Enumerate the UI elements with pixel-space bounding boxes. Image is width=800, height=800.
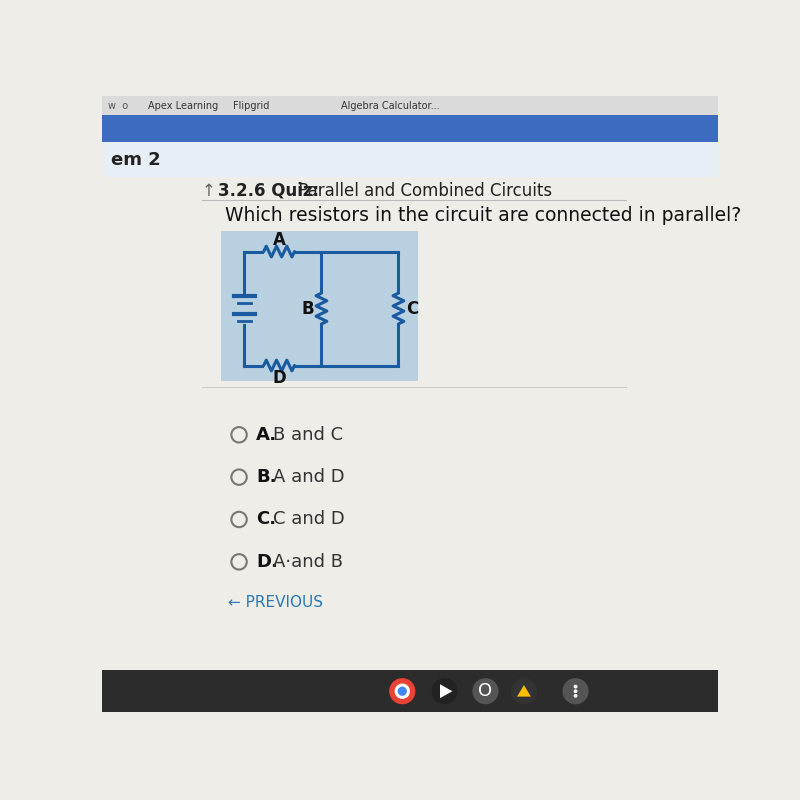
- FancyBboxPatch shape: [102, 670, 718, 712]
- Text: w  o: w o: [108, 101, 128, 111]
- Circle shape: [562, 678, 589, 704]
- Text: A: A: [273, 231, 286, 249]
- Circle shape: [511, 678, 537, 704]
- FancyBboxPatch shape: [102, 96, 718, 115]
- Circle shape: [472, 678, 498, 704]
- Text: Algebra Calculator...: Algebra Calculator...: [341, 101, 439, 111]
- Text: B: B: [302, 299, 314, 318]
- Text: Apex Learning: Apex Learning: [148, 101, 218, 111]
- Circle shape: [431, 678, 458, 704]
- Text: C: C: [406, 299, 418, 318]
- Text: Parallel and Combined Circuits: Parallel and Combined Circuits: [293, 182, 552, 200]
- Text: 3.2.6 Quiz:: 3.2.6 Quiz:: [218, 182, 318, 200]
- Circle shape: [574, 685, 578, 689]
- Text: C and D: C and D: [273, 510, 345, 529]
- FancyBboxPatch shape: [222, 230, 418, 381]
- Text: C.: C.: [256, 510, 276, 529]
- Circle shape: [574, 690, 578, 693]
- Text: D: D: [272, 369, 286, 387]
- Circle shape: [574, 694, 578, 698]
- Polygon shape: [517, 685, 531, 697]
- Text: Flipgrid: Flipgrid: [233, 101, 270, 111]
- Text: em 2: em 2: [111, 151, 161, 169]
- Circle shape: [394, 683, 410, 699]
- Circle shape: [398, 686, 407, 696]
- Text: A·and B: A·and B: [273, 553, 343, 571]
- FancyBboxPatch shape: [102, 142, 718, 177]
- Text: A and D: A and D: [273, 468, 345, 486]
- Circle shape: [390, 678, 415, 704]
- Text: B.: B.: [256, 468, 277, 486]
- Text: A.: A.: [256, 426, 277, 444]
- Text: B and C: B and C: [273, 426, 343, 444]
- Text: D.: D.: [256, 553, 278, 571]
- FancyBboxPatch shape: [102, 115, 718, 142]
- FancyBboxPatch shape: [102, 177, 718, 712]
- Text: ← PREVIOUS: ← PREVIOUS: [227, 595, 322, 610]
- Text: ↑: ↑: [202, 182, 216, 200]
- Text: O: O: [478, 682, 493, 700]
- Text: Which resistors in the circuit are connected in parallel?: Which resistors in the circuit are conne…: [226, 206, 742, 225]
- Polygon shape: [440, 684, 452, 698]
